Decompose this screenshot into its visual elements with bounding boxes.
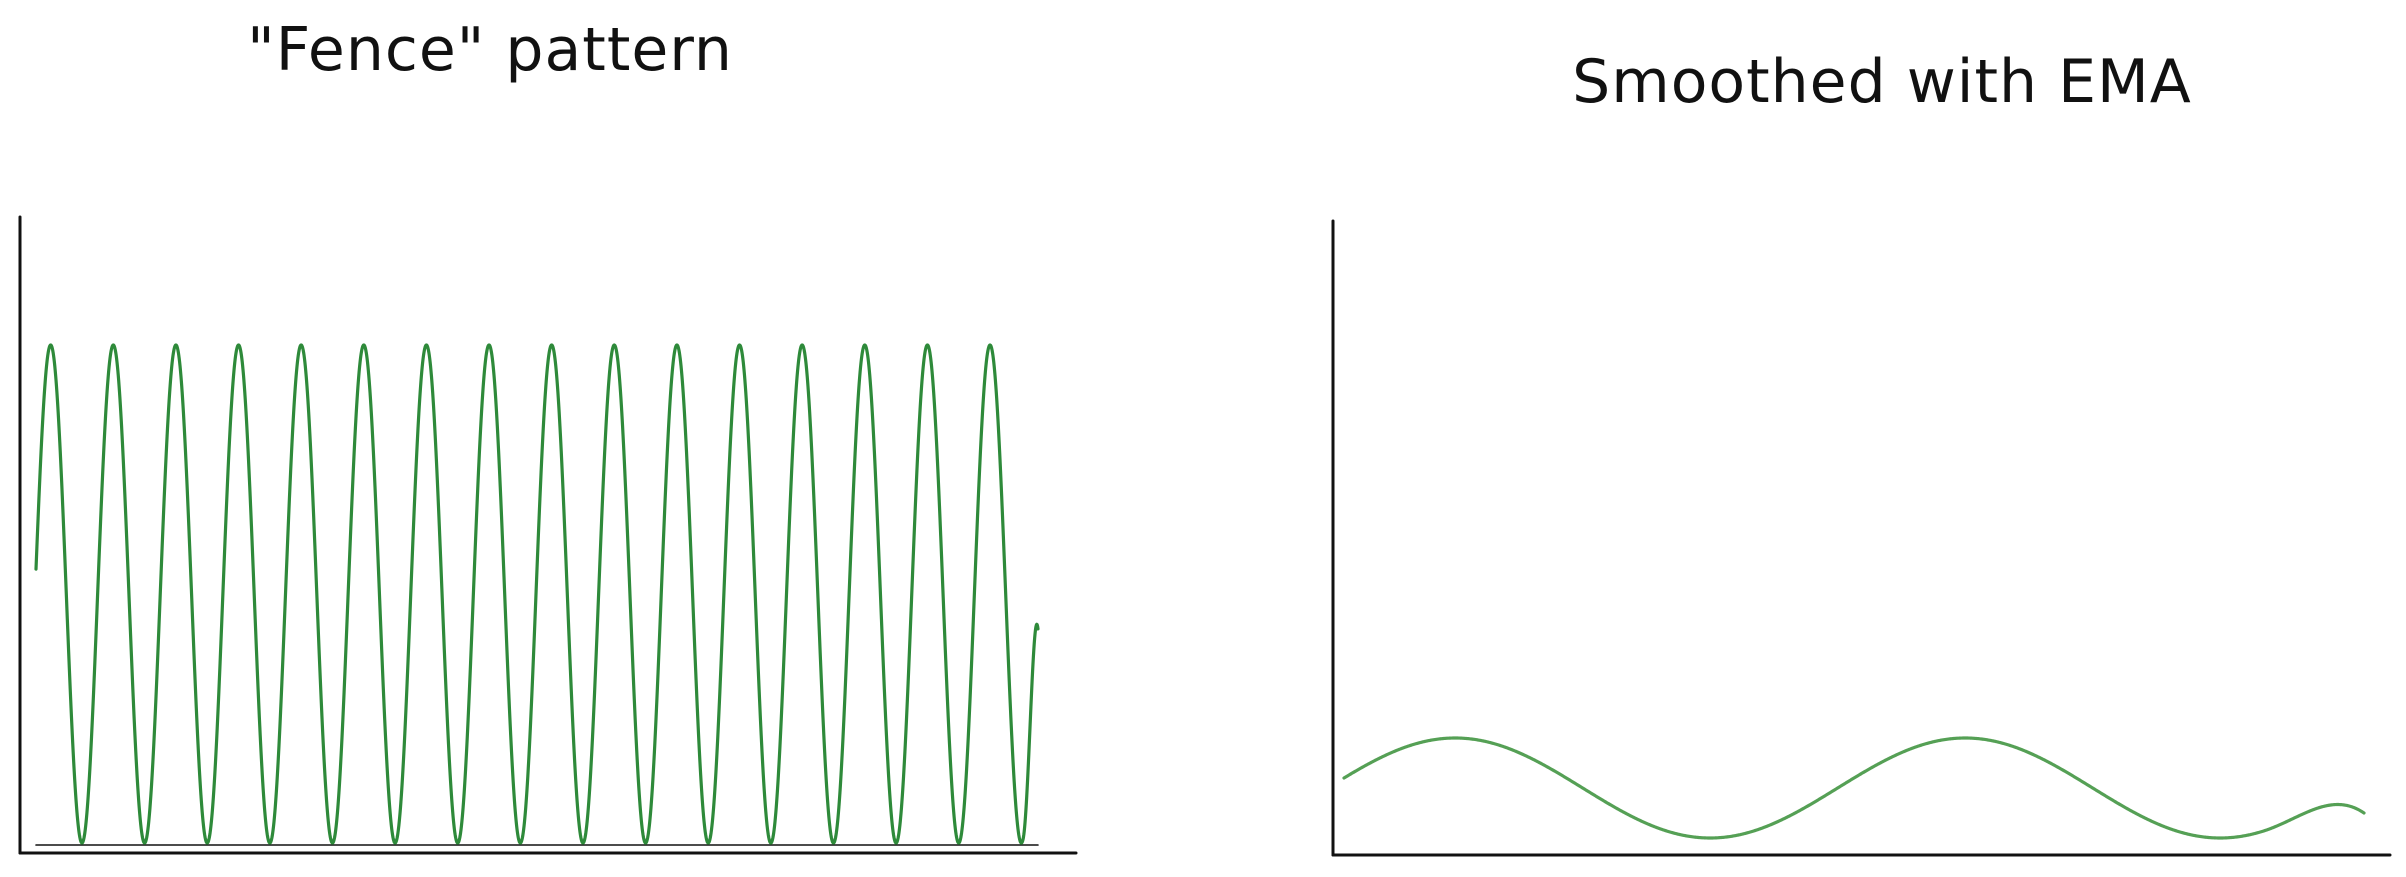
series-line-ema bbox=[1342, 736, 2366, 840]
chart-title-ema: Smoothed with EMA bbox=[1572, 47, 2192, 117]
chart-fence: "Fence" pattern bbox=[18, 15, 1078, 855]
chart-title-fence: "Fence" pattern bbox=[247, 15, 733, 85]
series-line-fence bbox=[34, 343, 1040, 845]
chart-ema: Smoothed with EMA bbox=[1331, 47, 2392, 857]
